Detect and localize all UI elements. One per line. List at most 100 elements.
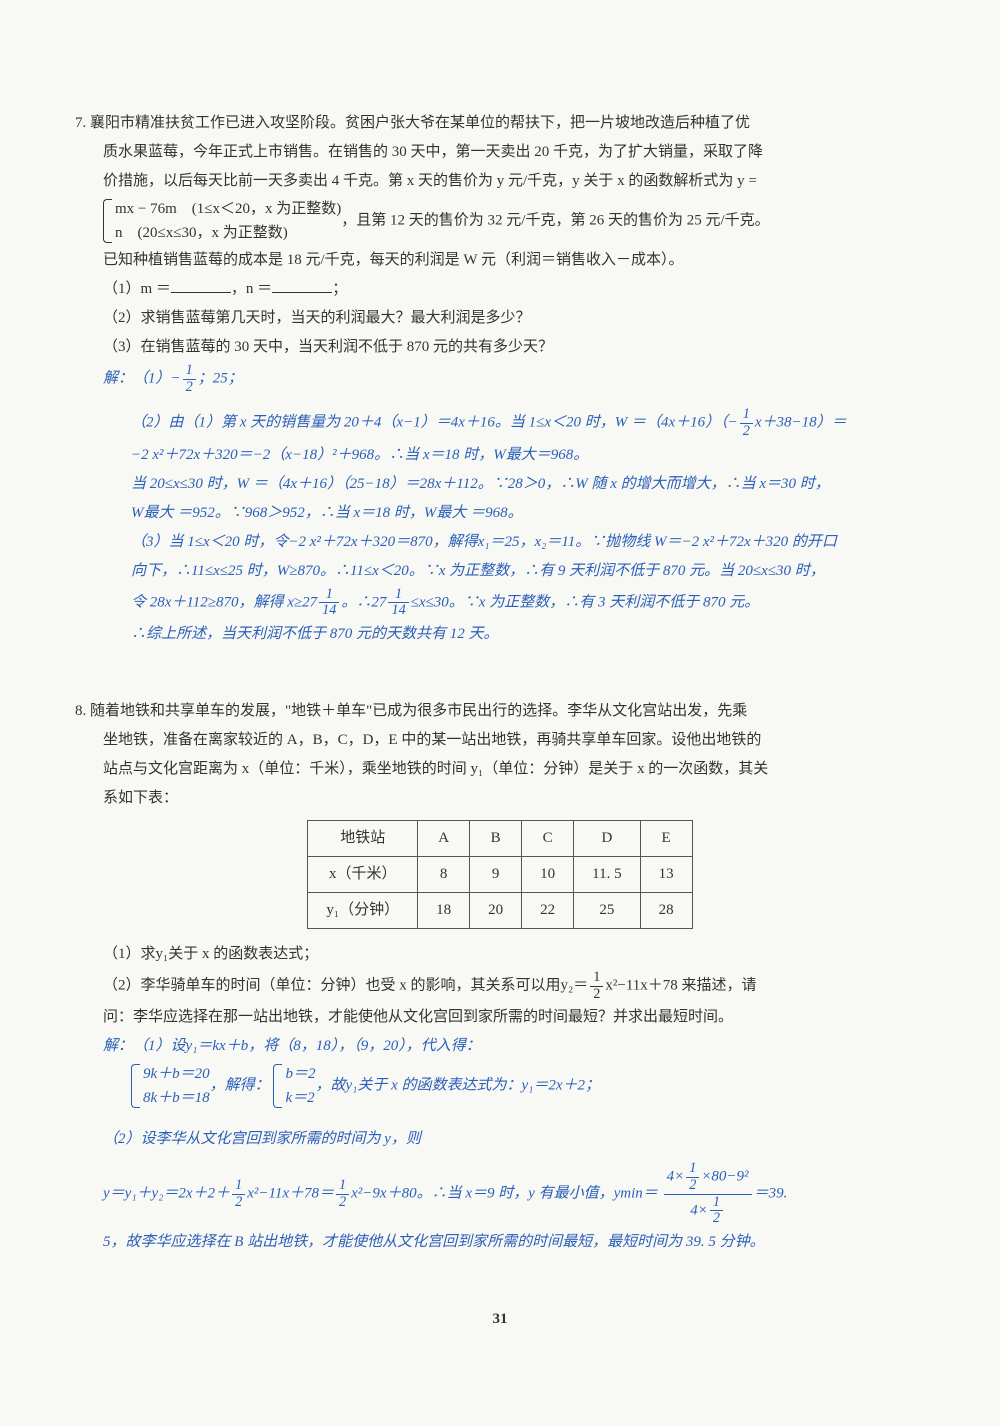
p8-q1: （1）求y₁关于 x 的函数表达式； [103, 946, 318, 962]
p7-s1b: ；25； [198, 371, 243, 387]
p7-t2: 价措施，以后每天比前一天多卖出 4 千克。第 x 天的售价为 y 元/千克，y … [103, 173, 757, 189]
problem-8-text: 8. 随着地铁和共享单车的发展，"地铁＋单车"已成为很多市民出行的选择。李华从文… [75, 698, 925, 1031]
blank-n [272, 278, 332, 293]
p7-q1a: （1）m ＝ [103, 281, 171, 297]
p7-s3l3c: ≤x≤30。∵x 为正整数，∴有 3 天利润不低于 870 元。 [411, 594, 760, 610]
p8-q2c: 问：李华应选择在那一站出地铁，才能使他从文化宫回到家所需的时间最短？并求出最短时… [103, 1009, 733, 1025]
p7-s1a: （1）− [133, 371, 181, 387]
p8-q2a: （2）李华骑单车的时间（单位：分钟）也受 x 的影响，其关系可以用y₂＝ [103, 978, 588, 994]
p8-s1-mid: ，解得： [210, 1078, 270, 1094]
p8-s2l3: 5，故李华应选择在 B 站出地铁，才能使他从文化宫回到家所需的时间最短，最短时间… [103, 1234, 765, 1250]
p8-s2l2a: y＝y₁＋y₂＝2x＋2＋ [103, 1186, 230, 1202]
p7-s3l2: 向下，∴11≤x≤25 时，W≥870。∴11≤x＜20。∵x 为正整数，∴有 … [131, 563, 825, 579]
r0c5: 13 [640, 857, 692, 893]
r1c0: y₁（分钟） [308, 893, 418, 929]
p8-s2l2d: ＝39. [754, 1186, 788, 1202]
p7-num: 7. [75, 115, 86, 131]
table-row: x（千米） 8 9 10 11. 5 13 [308, 857, 692, 893]
p7-s2l1-frac: 12 [740, 407, 753, 439]
p8-bf-tfn: 1 [686, 1161, 699, 1178]
p8-s1-end: ，故y₁关于 x 的函数表达式为：y₁＝2x＋2； [315, 1078, 600, 1094]
p8-t1: 坐地铁，准备在离家较近的 A，B，C，D，E 中的某一站出地铁，再骑共享单车回家… [103, 732, 761, 748]
p8-s2l2b: x²−11x＋78＝ [247, 1186, 334, 1202]
p7-s3-f2d: 14 [388, 603, 408, 619]
p7-solution: 解：（1）−12；25； （2）由（1）第 x 天的销售量为 20＋4（x−1）… [75, 363, 925, 648]
blank-m [171, 278, 231, 293]
page-number: 31 [75, 1306, 925, 1333]
p8-bf-tf: 12 [686, 1161, 699, 1193]
r1c4: 25 [574, 893, 640, 929]
r0c4: 11. 5 [574, 857, 640, 893]
p8-bf-bfn: 1 [710, 1195, 723, 1212]
p8-s2-f1n: 1 [232, 1178, 245, 1195]
th3: C [522, 821, 574, 857]
r0c3: 10 [522, 857, 574, 893]
p8-s2-f2: 12 [336, 1178, 349, 1210]
p7-piece-bot: n (20≤x≤30，x 为正整数) [115, 221, 341, 245]
th5: E [640, 821, 692, 857]
th1: A [418, 821, 470, 857]
p8-bf-bfd: 2 [710, 1211, 723, 1227]
problem-7: 7. 襄阳市精准扶贫工作已进入攻坚阶段。贫困户张大爷在某单位的帮扶下，把一片坡地… [75, 110, 925, 648]
p7-t1: 质水果蓝莓，今年正式上市销售。在销售的 30 天中，第一天卖出 20 千克，为了… [103, 144, 763, 160]
p7-s3-f1: 114 [319, 587, 339, 619]
p7-piecewise: mx − 76m (1≤x＜20，x 为正整数) n (20≤x≤30，x 为正… [103, 197, 341, 245]
th4: D [574, 821, 640, 857]
problem-8: 8. 随着地铁和共享单车的发展，"地铁＋单车"已成为很多市民出行的选择。李华从文… [75, 698, 925, 1256]
table-row-header: 地铁站 A B C D E [308, 821, 692, 857]
p7-s3-f2n: 1 [388, 587, 408, 604]
r1c2: 20 [470, 893, 522, 929]
p8-q2-frac: 12 [590, 970, 603, 1002]
p8-s2l2c: x²−9x＋80。∴当 x＝9 时，y 有最小值，ymin＝ [351, 1186, 658, 1202]
r1c5: 28 [640, 893, 692, 929]
p7-q3: （3）在销售蓝莓的 30 天中，当天利润不低于 870 元的共有多少天？ [103, 339, 553, 355]
p7-s3-f2: 114 [388, 587, 408, 619]
p8-t3: 系如下表： [103, 790, 178, 806]
p7-q1b: ，n ＝ [231, 281, 272, 297]
p8-bf-tb: ×80−9² [701, 1169, 748, 1185]
p8-q2b: x²−11x＋78 来描述，请 [605, 978, 756, 994]
p7-cost: 已知种植销售蓝莓的成本是 18 元/千克，每天的利润是 W 元（利润＝销售收入－… [103, 252, 684, 268]
p8-s2-f1d: 2 [232, 1195, 245, 1211]
p7-s2l1-num: 1 [740, 407, 753, 424]
r0c1: 8 [418, 857, 470, 893]
p7-s2l1a: （2）由（1）第 x 天的销售量为 20＋4（x−1）＝4x＋16。当 1≤x＜… [131, 415, 738, 431]
r0c2: 9 [470, 857, 522, 893]
p8-solution: 解：（1）设y₁＝kx＋b，将（8，18），（9，20），代入得： 9k＋b＝2… [75, 1033, 925, 1256]
p7-s2l4: W最大 ＝952。∵968＞952，∴当 x＝18 时，W最大 ＝968。 [131, 505, 523, 521]
p7-q1c: ； [332, 281, 347, 297]
p8-bf-ba: 4× [690, 1202, 708, 1218]
p8-t0: 随着地铁和共享单车的发展，"地铁＋单车"已成为很多市民出行的选择。李华从文化宫站… [90, 703, 747, 719]
p8-t2: 站点与文化宫距离为 x（单位：千米），乘坐地铁的时间 y₁（单位：分钟）是关于 … [103, 761, 768, 777]
p7-s2l1b: x＋38−18）＝ [755, 415, 847, 431]
p8-s2-f2n: 1 [336, 1178, 349, 1195]
p8-s2-f2d: 2 [336, 1195, 349, 1211]
p7-after-piece: ，且第 12 天的售价为 32 元/千克，第 26 天的售价为 25 元/千克。 [341, 212, 769, 228]
p7-s1-num: 1 [183, 363, 196, 380]
p8-s1l1: （1）设y₁＝kx＋b，将（8，18），（9，20），代入得： [133, 1038, 481, 1054]
p8-sys1: 9k＋b＝20 8k＋b＝18 [131, 1062, 210, 1110]
p8-bigfrac-top: 4×12×80−9² [664, 1161, 752, 1194]
p8-sys2: b＝2 k＝2 [273, 1062, 315, 1110]
p8-q2-fn: 1 [590, 970, 603, 987]
p8-bf-tfd: 2 [686, 1178, 699, 1194]
p8-num: 8. [75, 703, 86, 719]
p7-s1-frac: 12 [183, 363, 196, 395]
p7-s2l2: −2 x²＋72x＋320＝−2（x−18）²＋968。∴当 x＝18 时，W最… [131, 447, 588, 463]
r0c0: x（千米） [308, 857, 418, 893]
p8-sys1-t: 9k＋b＝20 [143, 1062, 210, 1086]
p8-sys1-b: 8k＋b＝18 [143, 1086, 210, 1110]
p7-s3l3b: 。∴27 [341, 594, 386, 610]
p8-sys2-t: b＝2 [285, 1062, 315, 1086]
p7-piece-top: mx − 76m (1≤x＜20，x 为正整数) [115, 197, 341, 221]
p8-bigfrac: 4×12×80−9² 4×12 [664, 1161, 752, 1227]
p8-sys2-b: k＝2 [285, 1086, 315, 1110]
p7-s2l3: 当 20≤x≤30 时，W ＝（4x＋16）（25−18）＝28x＋112。∵2… [131, 476, 830, 492]
p8-table: 地铁站 A B C D E x（千米） 8 9 10 11. 5 13 y₁（分… [307, 820, 692, 929]
p8-q2-fd: 2 [590, 987, 603, 1003]
r1c1: 18 [418, 893, 470, 929]
p7-s3-f1d: 14 [319, 603, 339, 619]
p7-sol-label: 解： [103, 371, 133, 387]
r1c3: 22 [522, 893, 574, 929]
p8-s2-f1: 12 [232, 1178, 245, 1210]
